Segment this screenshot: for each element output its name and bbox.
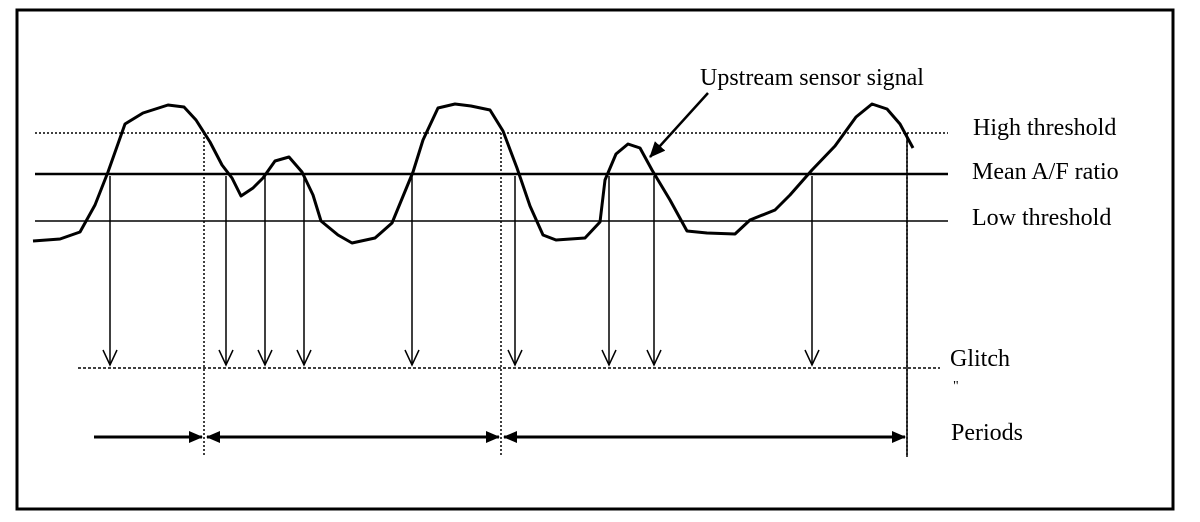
- glitch-sub-mark: ": [953, 379, 959, 394]
- signal-label: Upstream sensor signal: [700, 65, 924, 91]
- glitch-drop-arrow: [257, 176, 273, 367]
- glitch-drop-arrows: [102, 176, 820, 367]
- figure-frame: [15, 8, 1175, 511]
- glitch-drop-arrow: [646, 176, 662, 367]
- glitch-drop-arrow: [601, 176, 617, 367]
- low-threshold-label: Low threshold: [972, 205, 1111, 231]
- glitch-label: Glitch: [950, 346, 1010, 372]
- glitch-drop-arrow: [404, 176, 420, 367]
- signal-pointer-arrow: [649, 92, 709, 158]
- glitch-drop-arrow: [804, 176, 820, 367]
- glitch-drop-arrow: [218, 176, 234, 367]
- glitch-drop-arrow: [296, 176, 312, 367]
- upstream-sensor-signal-curve: [32, 102, 915, 245]
- high-threshold-label: High threshold: [973, 115, 1116, 141]
- glitch-drop-arrow: [102, 176, 118, 367]
- periods-label: Periods: [951, 420, 1023, 446]
- mean-ratio-label: Mean A/F ratio: [972, 159, 1119, 185]
- glitch-drop-arrow: [507, 176, 523, 367]
